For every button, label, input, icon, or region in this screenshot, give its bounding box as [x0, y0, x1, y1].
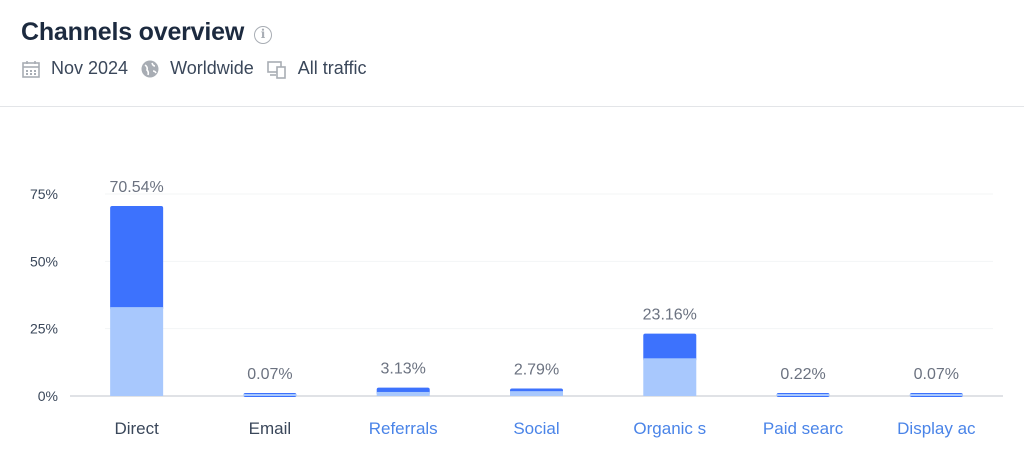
- bar-segment-dark: [110, 206, 164, 311]
- data-label: 0.07%: [914, 366, 959, 383]
- category-label-direct: Direct: [114, 419, 159, 438]
- bar-segment-light: [909, 394, 963, 396]
- data-label: 0.22%: [780, 366, 825, 383]
- filter-traffic[interactable]: All traffic: [297, 58, 367, 78]
- bar-segment-light: [376, 391, 430, 396]
- y-tick-label: 50%: [30, 253, 58, 269]
- filter-region[interactable]: Worldwide: [170, 58, 254, 78]
- category-label-organic-s[interactable]: Organic s: [633, 419, 706, 438]
- data-label: 23.16%: [643, 307, 697, 324]
- filter-date[interactable]: Nov 2024: [51, 58, 129, 78]
- y-tick-label: 25%: [30, 321, 58, 337]
- calendar-icon: [22, 60, 40, 78]
- page-title: Channels overview: [21, 18, 245, 46]
- category-label-referrals[interactable]: Referrals: [369, 419, 438, 438]
- category-label-paid-searc[interactable]: Paid searc: [763, 419, 844, 438]
- data-label: 3.13%: [381, 361, 426, 378]
- bar-segment-light: [776, 394, 830, 396]
- filters-bar: Nov 2024 Worldwide All traffic: [21, 58, 378, 79]
- bar-segment-light: [243, 394, 297, 396]
- category-label-social[interactable]: Social: [513, 419, 559, 438]
- category-label-email: Email: [249, 419, 292, 438]
- data-label: 70.54%: [110, 179, 164, 196]
- bar-segment-light: [510, 391, 563, 396]
- info-icon[interactable]: i: [254, 26, 272, 44]
- category-label-display-ac[interactable]: Display ac: [897, 419, 976, 438]
- data-label: 0.07%: [247, 366, 292, 383]
- bar-segment-light: [110, 307, 164, 396]
- devices-icon: [266, 60, 286, 79]
- y-tick-label: 0%: [38, 388, 58, 404]
- bar-segment-light: [643, 358, 697, 396]
- header-divider: [0, 106, 1024, 107]
- y-tick-label: 75%: [30, 186, 58, 202]
- globe-icon: [141, 60, 159, 77]
- bar-segment-dark: [643, 333, 697, 362]
- data-label: 2.79%: [514, 361, 559, 378]
